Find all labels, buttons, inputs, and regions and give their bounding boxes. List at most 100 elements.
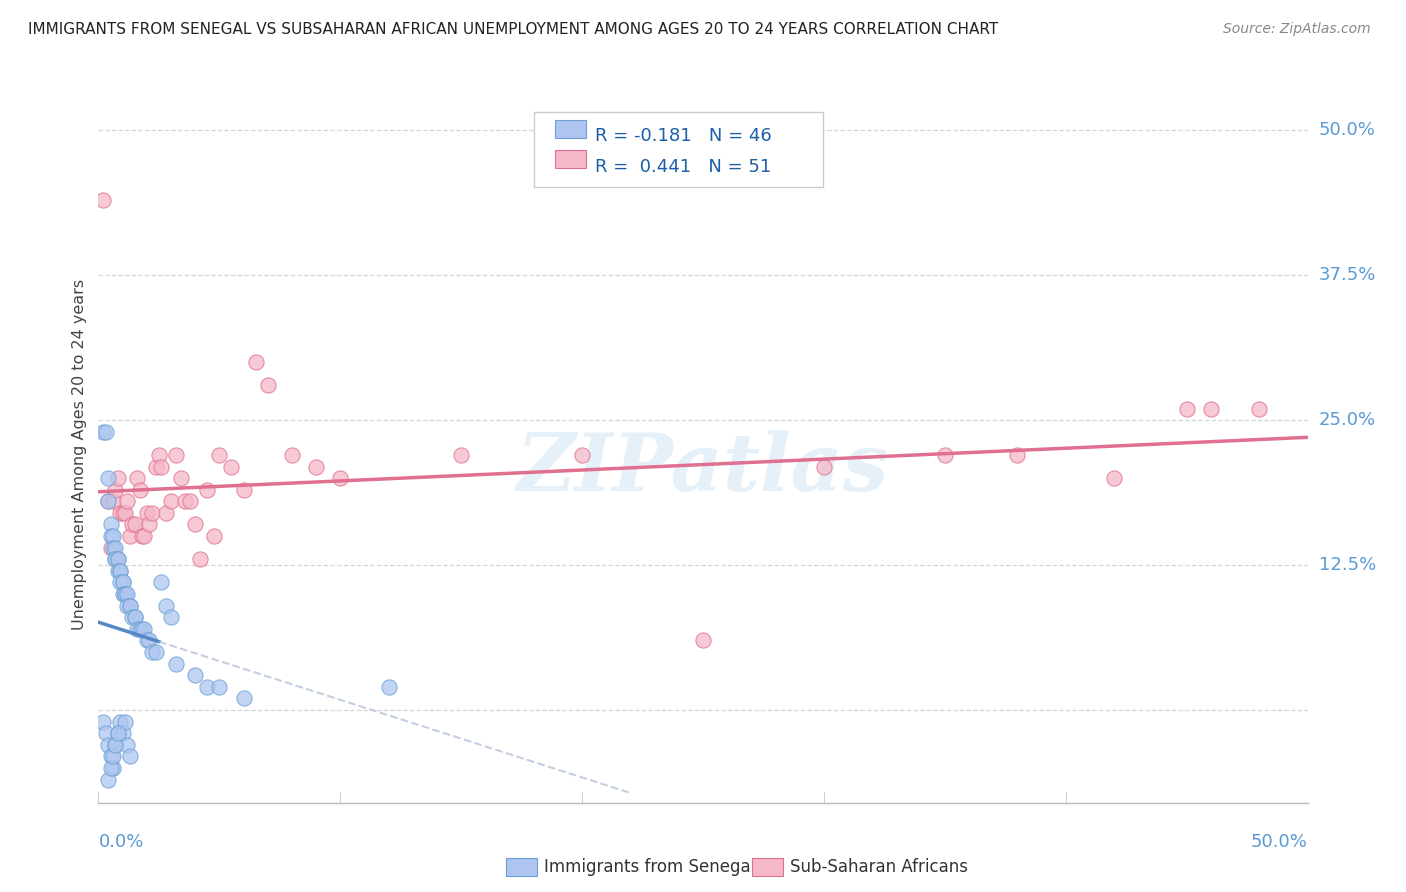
Text: 50.0%: 50.0% <box>1319 121 1375 139</box>
Point <box>1007 448 1029 462</box>
Point <box>111 575 134 590</box>
Point <box>141 645 163 659</box>
Point <box>91 193 114 207</box>
Point <box>1249 401 1271 416</box>
Point <box>145 459 167 474</box>
Point <box>104 483 127 497</box>
Point <box>169 471 191 485</box>
Point <box>121 610 143 624</box>
Point <box>94 425 117 439</box>
Point <box>94 726 117 740</box>
Point <box>232 483 254 497</box>
Point <box>118 529 141 543</box>
Point <box>111 575 134 590</box>
Point <box>128 622 150 636</box>
Point <box>100 749 122 764</box>
Point <box>221 459 243 474</box>
Point <box>117 494 139 508</box>
Point <box>204 529 226 543</box>
Text: R =  0.441   N = 51: R = 0.441 N = 51 <box>595 158 770 176</box>
Point <box>184 517 207 532</box>
Text: 12.5%: 12.5% <box>1319 556 1376 574</box>
Point <box>101 761 124 775</box>
Y-axis label: Unemployment Among Ages 20 to 24 years: Unemployment Among Ages 20 to 24 years <box>72 279 87 631</box>
Text: 50.0%: 50.0% <box>1251 833 1308 851</box>
Point <box>117 587 139 601</box>
Point <box>148 448 170 462</box>
Point <box>108 714 131 729</box>
Point <box>450 448 472 462</box>
Point <box>127 471 149 485</box>
Point <box>107 564 129 578</box>
Text: ZIPatlas: ZIPatlas <box>517 430 889 508</box>
Point <box>121 517 143 532</box>
Text: 25.0%: 25.0% <box>1319 411 1376 429</box>
Point <box>111 506 134 520</box>
Point <box>104 552 127 566</box>
Point <box>131 622 153 636</box>
Point <box>245 355 267 369</box>
Point <box>124 610 146 624</box>
Point <box>131 529 153 543</box>
Point <box>305 459 328 474</box>
Point <box>107 471 129 485</box>
Point <box>114 587 136 601</box>
Point <box>155 599 177 613</box>
Point <box>124 610 146 624</box>
Point <box>179 494 201 508</box>
Point <box>124 517 146 532</box>
Point <box>101 749 124 764</box>
Point <box>184 668 207 682</box>
Point <box>1102 471 1125 485</box>
Point <box>101 529 124 543</box>
Point <box>195 680 218 694</box>
Point <box>134 622 156 636</box>
Point <box>108 564 131 578</box>
Point <box>104 541 127 555</box>
Point <box>377 680 399 694</box>
Text: 0.0%: 0.0% <box>98 833 143 851</box>
Point <box>127 622 149 636</box>
Point <box>256 378 278 392</box>
Point <box>107 726 129 740</box>
Point <box>97 471 120 485</box>
Point <box>108 564 131 578</box>
Point <box>195 483 218 497</box>
Point <box>114 506 136 520</box>
Point <box>135 506 157 520</box>
Point <box>160 494 183 508</box>
Text: Sub-Saharan Africans: Sub-Saharan Africans <box>790 858 969 876</box>
Point <box>1199 401 1222 416</box>
Point <box>150 575 173 590</box>
Point <box>104 552 127 566</box>
Point <box>141 506 163 520</box>
Point <box>138 517 160 532</box>
Point <box>114 587 136 601</box>
Point <box>150 459 173 474</box>
Point <box>1175 401 1198 416</box>
Point <box>138 633 160 648</box>
Point <box>104 738 127 752</box>
Point <box>118 599 141 613</box>
Point <box>111 587 134 601</box>
Point <box>155 506 177 520</box>
Point <box>117 599 139 613</box>
Point <box>165 448 187 462</box>
Point <box>101 494 124 508</box>
Point <box>118 749 141 764</box>
Point <box>692 633 714 648</box>
Point <box>165 657 187 671</box>
Point <box>97 772 120 787</box>
Point <box>91 714 114 729</box>
Text: 37.5%: 37.5% <box>1319 266 1376 285</box>
Point <box>118 599 141 613</box>
Point <box>100 541 122 555</box>
Point <box>145 645 167 659</box>
Point <box>97 738 120 752</box>
Point <box>134 529 156 543</box>
Point <box>97 494 120 508</box>
Point <box>91 425 114 439</box>
Point <box>108 575 131 590</box>
Point <box>117 738 139 752</box>
Point <box>208 448 231 462</box>
